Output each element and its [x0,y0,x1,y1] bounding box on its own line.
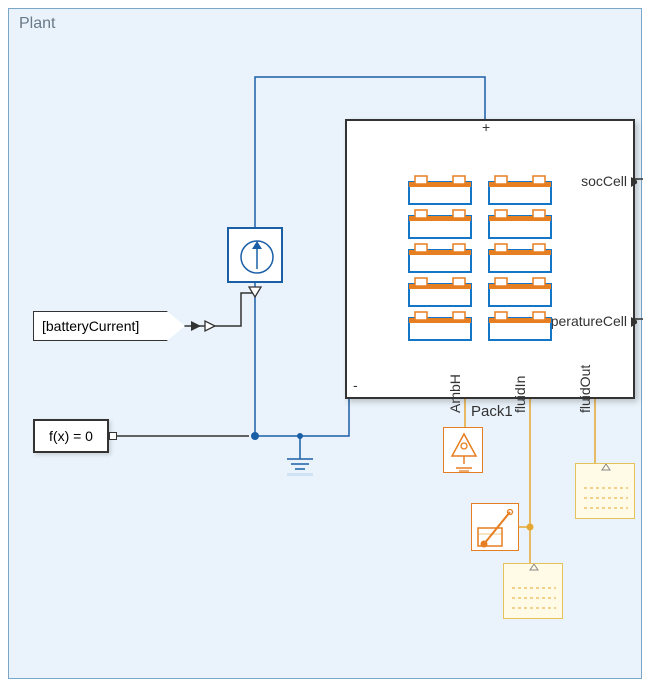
solver-port [109,432,117,440]
fluid-in-reservoir[interactable] [503,563,563,619]
port-ambh-label: AmbH [447,374,463,413]
solver-config-block[interactable]: f(x) = 0 [33,419,109,453]
from-tag-label: [batteryCurrent] [34,312,184,340]
thermometer-icon [472,504,520,552]
ambient-temp-block[interactable] [443,427,483,473]
temperature-sensor-block[interactable] [471,503,519,551]
pack1-name-label: Pack1 [471,403,513,420]
fluid-out-reservoir[interactable] [575,463,635,519]
port-fluidin-label: fluidIn [512,376,528,413]
port-fluidout-label: fluidOut [577,365,593,413]
fluid-out-icon [576,464,636,520]
pack1-block[interactable]: + socCell temperatureCell - [345,119,635,399]
solver-label: f(x) = 0 [49,428,93,444]
battery-grid-icon [347,121,637,401]
canvas-title: Plant [19,15,55,33]
ambient-icon [444,428,484,474]
plant-canvas: Plant + socC [8,8,642,679]
fluid-in-icon [504,564,564,620]
from-tag-batterycurrent[interactable]: [batteryCurrent] [33,311,185,341]
current-source-icon [229,229,285,285]
ground-icon[interactable] [285,451,315,479]
current-source-block[interactable] [227,227,283,283]
